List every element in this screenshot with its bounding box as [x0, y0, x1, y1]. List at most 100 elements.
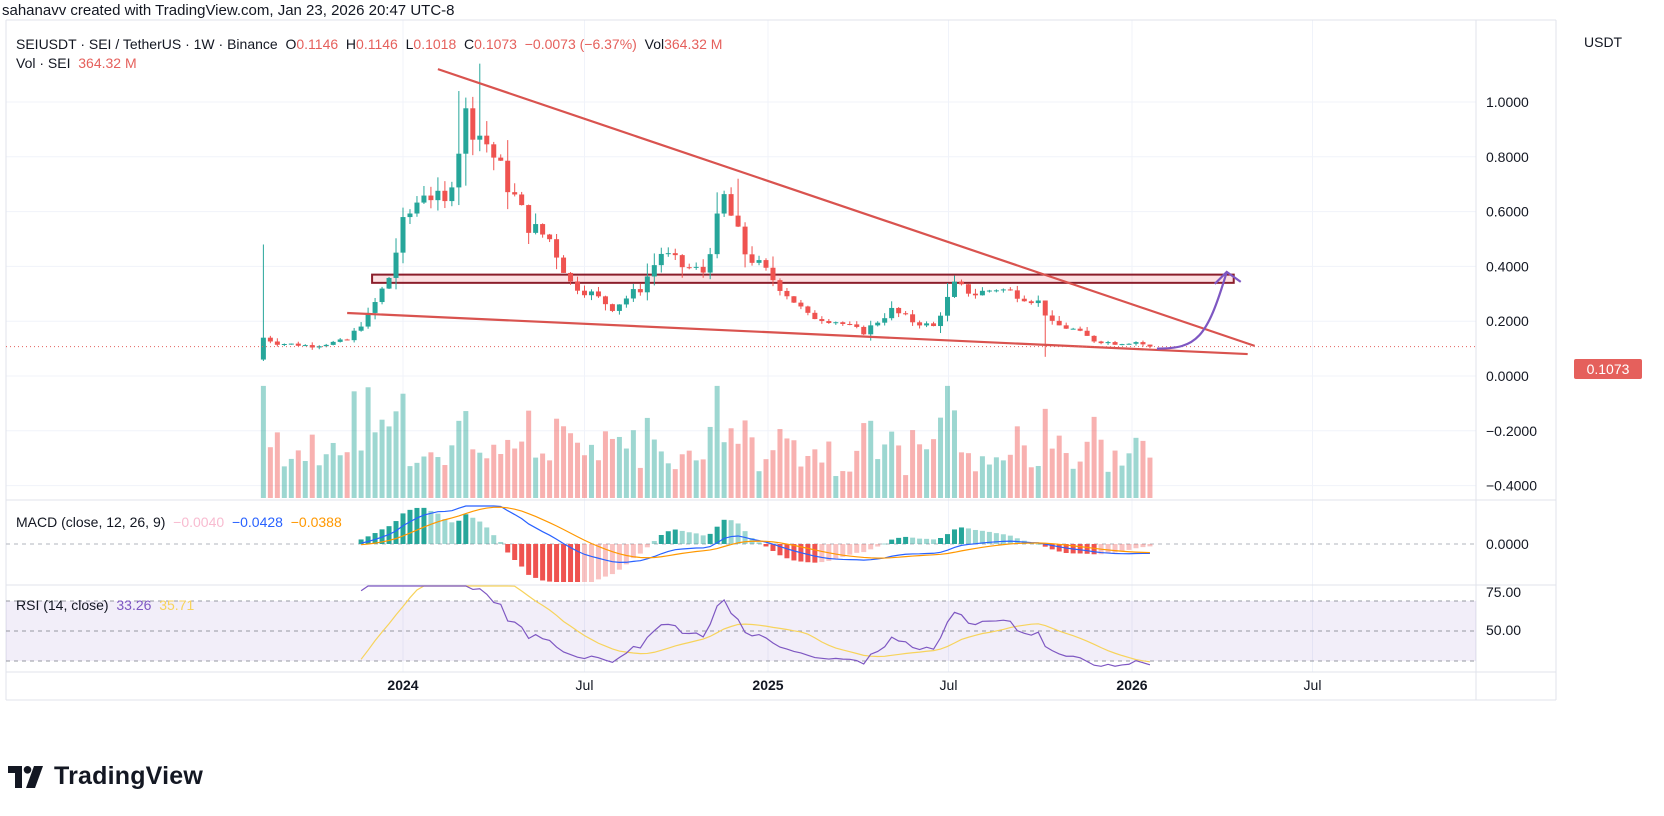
candle-body [498, 157, 504, 161]
currency-unit-button[interactable]: USDT [1584, 34, 1623, 50]
volume-bar [379, 419, 385, 498]
volume-bar [568, 433, 574, 498]
volume-bar [547, 460, 553, 498]
macd-histogram-bar [770, 544, 776, 551]
symbol-name[interactable]: SEIUSDT · SEI / TetherUS · 1W · Binance [16, 36, 278, 52]
close-value: 0.1073 [474, 36, 517, 52]
candle-body [414, 202, 420, 214]
resistance-zone-layer [371, 273, 1235, 284]
macd-legend[interactable]: MACD (close, 12, 26, 9) −0.0040 −0.0428 … [16, 514, 342, 530]
macd-histogram-bar [1000, 534, 1006, 544]
candle-body [1098, 341, 1104, 344]
price-tick-label: 0.8000 [1486, 149, 1529, 165]
trendline-descending-resistance [437, 68, 1256, 347]
candle-body [1007, 289, 1013, 291]
macd-histogram-bar [1084, 544, 1090, 554]
macd-histogram-bar [540, 544, 546, 581]
candle-body [1035, 300, 1041, 304]
candle-body [267, 337, 273, 342]
volume-bar [805, 455, 811, 498]
candle-body [924, 323, 930, 326]
volume-label: Vol [644, 36, 665, 52]
volume-bar [407, 466, 413, 498]
rsi-title[interactable]: RSI (14, close) [16, 597, 109, 613]
candle-body [379, 288, 385, 303]
macd-histogram-bar [665, 531, 671, 544]
candle-body [784, 290, 790, 297]
volume-bar [582, 455, 588, 498]
volume-bar [1133, 437, 1139, 498]
price-tick-label: 0.6000 [1486, 204, 1529, 220]
candle-body [575, 281, 581, 291]
volume-bar [1105, 471, 1111, 498]
volume-bar [903, 475, 909, 498]
candle-body [945, 296, 951, 316]
price-axis: 1.0000 0.8000 0.6000 0.4000 0.2000 0.0000 −0.2… [1486, 94, 1537, 494]
macd-histogram-bar [512, 544, 518, 560]
macd-histogram-bar [965, 528, 971, 544]
candle-body [449, 187, 455, 202]
macd-histogram-bar [505, 544, 511, 553]
rsi-legend[interactable]: RSI (14, close) 33.26 35.71 [16, 597, 194, 613]
candle-body [658, 253, 664, 266]
volume-bar [861, 423, 867, 498]
volume-bar [868, 420, 874, 498]
symbol-legend[interactable]: SEIUSDT · SEI / TetherUS · 1W · Binance … [16, 36, 722, 52]
candle-body [735, 215, 741, 227]
volume-bar [595, 460, 601, 498]
macd-title[interactable]: MACD (close, 12, 26, 9) [16, 514, 166, 530]
macd-histogram-bar [986, 531, 992, 544]
candle-body [798, 302, 804, 307]
projection-arrowhead [1213, 270, 1242, 285]
volume-bar [847, 471, 853, 498]
macd-histogram-bar [938, 538, 944, 544]
macd-histogram-bar [421, 507, 427, 544]
volume-indicator-label[interactable]: Vol · SEI [16, 55, 71, 71]
volume-legend[interactable]: Vol · SEI 364.32 M [16, 55, 137, 71]
chart-grid [6, 20, 1476, 672]
macd-histogram-bar [979, 530, 985, 544]
macd-histogram-bar [1056, 544, 1062, 552]
candle-body [721, 194, 727, 214]
candle-body [602, 296, 608, 305]
macd-histogram-bar [728, 520, 734, 544]
high-value: 0.1146 [356, 36, 398, 52]
volume-bar [449, 445, 455, 498]
volume-bar [288, 458, 294, 498]
macd-histogram-bar [1035, 543, 1041, 545]
macd-histogram-bar [924, 538, 930, 544]
macd-histogram-bar [917, 538, 923, 544]
candle-body [840, 322, 846, 324]
candle-body [1084, 330, 1090, 336]
price-tick-label: −0.2000 [1486, 423, 1537, 439]
volume-bar [428, 452, 434, 498]
macd-signal-line [361, 506, 1150, 559]
volume-bar [833, 476, 839, 498]
volume-bar [351, 391, 357, 498]
candle-body [700, 266, 706, 273]
low-value: 0.1018 [413, 36, 457, 52]
candle-body [1126, 343, 1132, 345]
macd-histogram-bar [658, 534, 664, 544]
candle-body [833, 322, 839, 324]
candle-body [463, 108, 469, 154]
candle-body [791, 296, 797, 303]
candle-body [861, 326, 867, 335]
macd-histogram-bar [1077, 544, 1083, 554]
rsi-ma-value: 35.71 [159, 597, 195, 613]
tradingview-logo[interactable]: TradingView [8, 762, 203, 791]
volume-bars [260, 385, 1153, 498]
candle-body [1070, 328, 1076, 330]
macd-histogram-bar [595, 544, 601, 580]
volume-bar [421, 456, 427, 498]
candle-body [630, 289, 636, 299]
price-candles [260, 63, 1153, 362]
volume-bar [1091, 416, 1097, 498]
volume-bar [1042, 408, 1048, 498]
candle-body [616, 304, 622, 311]
candle-body [917, 322, 923, 326]
candle-body [561, 257, 567, 273]
macd-histogram-bar [1112, 544, 1118, 553]
macd-histogram-bar [896, 537, 902, 544]
